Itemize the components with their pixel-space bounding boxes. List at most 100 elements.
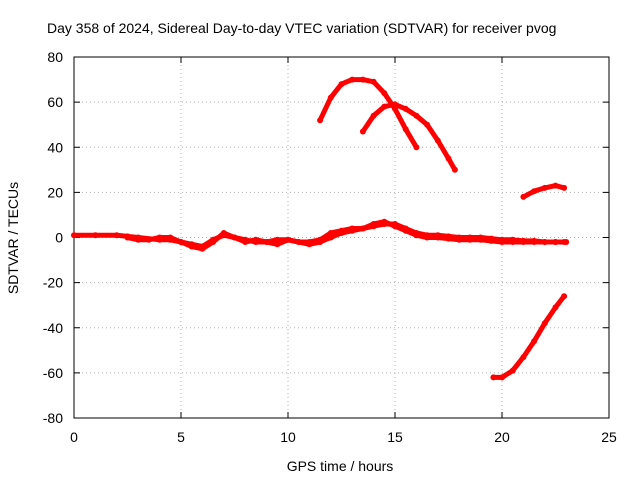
- y-tick-label: 80: [47, 49, 63, 65]
- data-point: [349, 76, 356, 83]
- data-point: [531, 237, 538, 244]
- data-point: [552, 304, 559, 311]
- data-point: [370, 223, 377, 230]
- data-point: [359, 76, 366, 83]
- data-point: [402, 225, 409, 232]
- data-point: [295, 239, 302, 245]
- data-point: [349, 227, 356, 234]
- data-point: [306, 241, 313, 248]
- data-point: [445, 155, 452, 162]
- data-point: [509, 236, 516, 243]
- data-point: [509, 367, 516, 374]
- data-point: [156, 234, 163, 241]
- data-point: [135, 236, 142, 243]
- data-point: [531, 338, 538, 345]
- x-tick-label: 25: [601, 429, 617, 445]
- data-point: [451, 166, 458, 173]
- data-point: [445, 233, 452, 240]
- data-point: [561, 184, 568, 191]
- data-point: [199, 245, 206, 252]
- data-point: [434, 137, 441, 144]
- data-point: [520, 193, 527, 200]
- data-point: [499, 236, 505, 243]
- data-point: [392, 101, 398, 108]
- chart-title: Day 358 of 2024, Sidereal Day-to-day VTE…: [47, 20, 556, 36]
- data-point: [145, 236, 152, 243]
- data-point: [424, 121, 431, 128]
- data-point: [231, 234, 238, 241]
- data-point: [71, 232, 77, 239]
- data-point: [466, 234, 473, 241]
- data-point: [359, 128, 366, 135]
- data-point: [188, 243, 195, 250]
- series-arc-1: [317, 77, 419, 150]
- data-point: [220, 230, 227, 236]
- data-point: [561, 293, 568, 300]
- data-point: [434, 232, 441, 239]
- data-point: [370, 112, 377, 119]
- data-point: [274, 241, 281, 248]
- data-point: [338, 81, 345, 88]
- data-point: [252, 236, 259, 243]
- data-point: [490, 374, 497, 381]
- data-point: [327, 234, 334, 241]
- data-point: [413, 230, 420, 236]
- data-point: [424, 232, 431, 239]
- y-axis-ticks: -80 -60 -40 -20 0 20 40 60 80: [43, 49, 609, 426]
- y-tick-label: 0: [55, 230, 63, 246]
- x-tick-label: 15: [387, 429, 403, 445]
- data-point: [381, 90, 388, 97]
- data-point: [263, 239, 270, 245]
- data-point: [499, 374, 505, 381]
- data-point: [402, 105, 409, 112]
- y-tick-label: 60: [47, 94, 63, 110]
- data-point: [552, 239, 559, 245]
- data-point: [456, 234, 463, 241]
- x-tick-label: 0: [70, 429, 78, 445]
- x-tick-label: 5: [177, 429, 185, 445]
- data-point: [327, 94, 334, 101]
- x-tick-label: 10: [280, 429, 296, 445]
- data-point: [392, 221, 398, 227]
- y-tick-label: -40: [43, 320, 63, 336]
- y-tick-label: 20: [47, 184, 63, 200]
- y-tick-label: 40: [47, 139, 63, 155]
- data-point: [210, 239, 217, 245]
- data-point: [413, 144, 420, 151]
- y-tick-label: -80: [43, 410, 63, 426]
- x-tick-label: 20: [494, 429, 510, 445]
- data-point: [178, 239, 184, 245]
- data-point: [541, 184, 548, 191]
- data-point: [520, 237, 527, 244]
- data-point: [317, 239, 324, 245]
- y-axis-label: SDTVAR / TECUs: [5, 182, 21, 294]
- data-point: [167, 234, 174, 241]
- data-point: [541, 320, 548, 327]
- data-point: [338, 230, 345, 236]
- x-axis-label: GPS time / hours: [287, 458, 394, 474]
- data-point: [113, 232, 120, 239]
- data-point: [477, 234, 484, 241]
- series-arc-2: [360, 101, 458, 173]
- data-point: [381, 221, 388, 227]
- data-point: [92, 232, 99, 239]
- x-axis-ticks: 0 5 10 15 20 25: [70, 57, 617, 445]
- data-point: [552, 182, 559, 189]
- data-point: [285, 236, 291, 243]
- data-series: [71, 76, 570, 381]
- y-tick-label: -60: [43, 365, 63, 381]
- data-point: [381, 103, 388, 110]
- y-tick-label: -20: [43, 275, 63, 291]
- data-point: [413, 112, 420, 119]
- data-point: [370, 78, 377, 85]
- data-point: [561, 239, 568, 245]
- data-point: [359, 225, 366, 232]
- data-point: [242, 239, 249, 245]
- data-point: [317, 117, 324, 124]
- data-point: [488, 235, 495, 242]
- data-point: [520, 354, 527, 361]
- data-point: [531, 188, 538, 195]
- data-point: [402, 126, 409, 133]
- data-point: [124, 234, 131, 241]
